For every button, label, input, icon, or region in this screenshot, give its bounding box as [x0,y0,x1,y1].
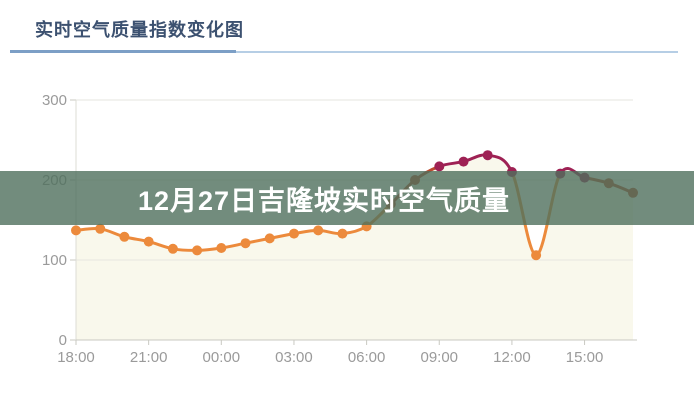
x-tick-label: 12:00 [493,349,531,366]
data-point[interactable] [216,243,227,253]
x-tick-label: 06:00 [348,349,386,366]
x-tick-label: 03:00 [275,349,313,366]
data-point[interactable] [167,243,178,254]
data-point[interactable] [119,231,130,242]
x-tick-label: 09:00 [420,349,458,366]
title-underline [10,50,678,53]
data-point[interactable] [240,238,251,249]
data-point[interactable] [434,161,445,172]
y-tick-label: 0 [59,332,67,349]
y-tick-label: 100 [42,252,67,269]
data-point[interactable] [531,250,542,261]
title-underline-accent [10,50,236,53]
banner-title: 12月27日吉隆坡实时空气质量 [137,185,511,216]
data-point[interactable] [143,236,154,247]
data-point[interactable] [337,228,348,239]
x-tick-label: 15:00 [566,349,604,366]
x-tick-label: 00:00 [203,349,241,366]
data-point[interactable] [71,225,81,236]
x-tick-label: 18:00 [57,349,95,366]
data-point[interactable] [458,156,469,167]
data-point[interactable] [264,233,275,244]
overlay-banner: 12月27日吉隆坡实时空气质量 [0,171,694,225]
page-title: 实时空气质量指数变化图 [35,20,244,40]
data-point[interactable] [313,225,324,236]
data-point[interactable] [192,245,203,256]
y-tick-label: 300 [42,92,67,109]
x-tick-label: 21:00 [130,349,168,366]
data-point[interactable] [482,150,493,161]
data-point[interactable] [289,228,299,239]
data-point[interactable] [95,223,106,234]
